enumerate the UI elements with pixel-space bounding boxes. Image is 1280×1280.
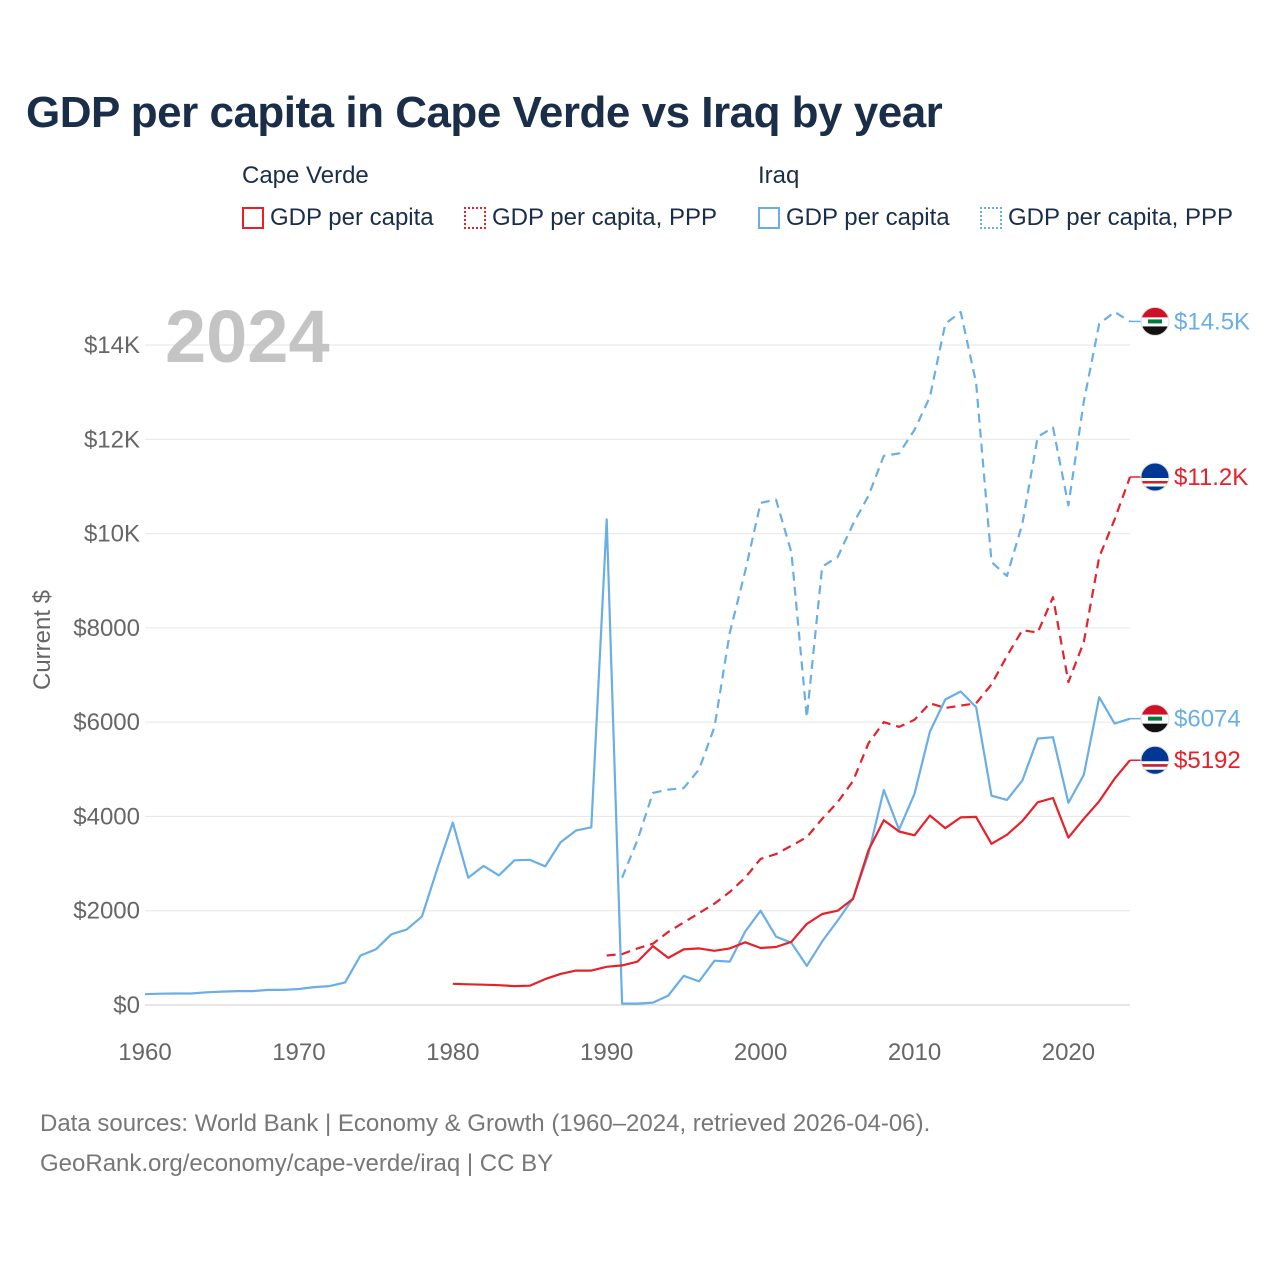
source-link[interactable]: GeoRank.org/economy/cape-verde/iraq | CC… — [40, 1150, 554, 1177]
iraq-flag-icon — [1140, 704, 1170, 734]
legend-label: GDP per capita — [786, 204, 950, 231]
legend-swatch — [464, 207, 486, 229]
end-label: $6074 — [1174, 706, 1241, 733]
y-tick-label: $6000 — [73, 709, 140, 736]
legend-swatch — [980, 207, 1002, 229]
chart-title: GDP per capita in Cape Verde vs Iraq by … — [26, 88, 943, 137]
x-tick-label: 1990 — [580, 1039, 633, 1066]
y-tick-label: $0 — [113, 992, 140, 1019]
source-note: Data sources: World Bank | Economy & Gro… — [40, 1110, 931, 1137]
legend-item-iraq-gdp-ppp[interactable]: GDP per capita, PPP — [980, 204, 1233, 232]
end-label: $14.5K — [1174, 308, 1250, 335]
y-tick-label: $8000 — [73, 615, 140, 642]
series-line-cape-verde-gdp-per-capita-ppp[interactable] — [606, 476, 1132, 957]
x-tick-label: 1980 — [426, 1039, 479, 1066]
end-label: $11.2K — [1174, 464, 1248, 491]
legend-item-cape-verde-gdp-ppp[interactable]: GDP per capita, PPP — [464, 204, 717, 232]
line-chart: 2024 $0$2000$4000$6000$8000$10K$12K$14K … — [29, 295, 1250, 1066]
legend-item-iraq-gdp[interactable]: GDP per capita — [758, 204, 950, 232]
x-tick-label: 1960 — [118, 1039, 171, 1066]
cape-verde-flag-icon — [1140, 462, 1170, 492]
year-watermark: 2024 — [165, 295, 330, 378]
legend-swatch — [758, 207, 780, 229]
iraq-flag-icon — [1140, 306, 1170, 336]
cape-verde-flag-icon — [1140, 745, 1170, 775]
legend-label: GDP per capita — [270, 204, 434, 231]
series-line-cape-verde-gdp-per-capita[interactable] — [452, 759, 1131, 988]
y-tick-label: $12K — [84, 426, 140, 453]
y-axis-label: Current $ — [29, 590, 56, 690]
legend-group-title: Cape Verde — [242, 162, 369, 189]
y-axis: $0 $2000 $4000 $6000 $8000 $10K $12K $14K — [73, 332, 140, 1019]
series-line-iraq-gdp-per-capita[interactable] — [144, 518, 1131, 1005]
x-tick-label: 2000 — [734, 1039, 787, 1066]
x-tick-label: 1970 — [272, 1039, 325, 1066]
series-lines — [144, 310, 1132, 1005]
x-axis: 1960 1970 1980 1990 2000 2010 2020 — [118, 1039, 1095, 1066]
y-tick-label: $10K — [84, 521, 140, 548]
end-label: $5192 — [1174, 747, 1241, 774]
y-tick-label: $2000 — [73, 898, 140, 925]
end-labels: $14.5K $11.2K $6074 $5192 — [1130, 306, 1250, 775]
y-tick-label: $14K — [84, 332, 140, 359]
legend-label: GDP per capita, PPP — [492, 204, 717, 231]
x-tick-label: 2020 — [1042, 1039, 1095, 1066]
x-tick-label: 2010 — [888, 1039, 941, 1066]
grid — [145, 344, 1130, 1006]
y-tick-label: $4000 — [73, 803, 140, 830]
legend-group-title: Iraq — [758, 162, 800, 189]
legend-swatch — [242, 207, 264, 229]
legend-item-cape-verde-gdp[interactable]: GDP per capita — [242, 204, 434, 232]
series-line-iraq-gdp-per-capita-ppp[interactable] — [621, 310, 1131, 879]
legend-label: GDP per capita, PPP — [1008, 204, 1233, 231]
